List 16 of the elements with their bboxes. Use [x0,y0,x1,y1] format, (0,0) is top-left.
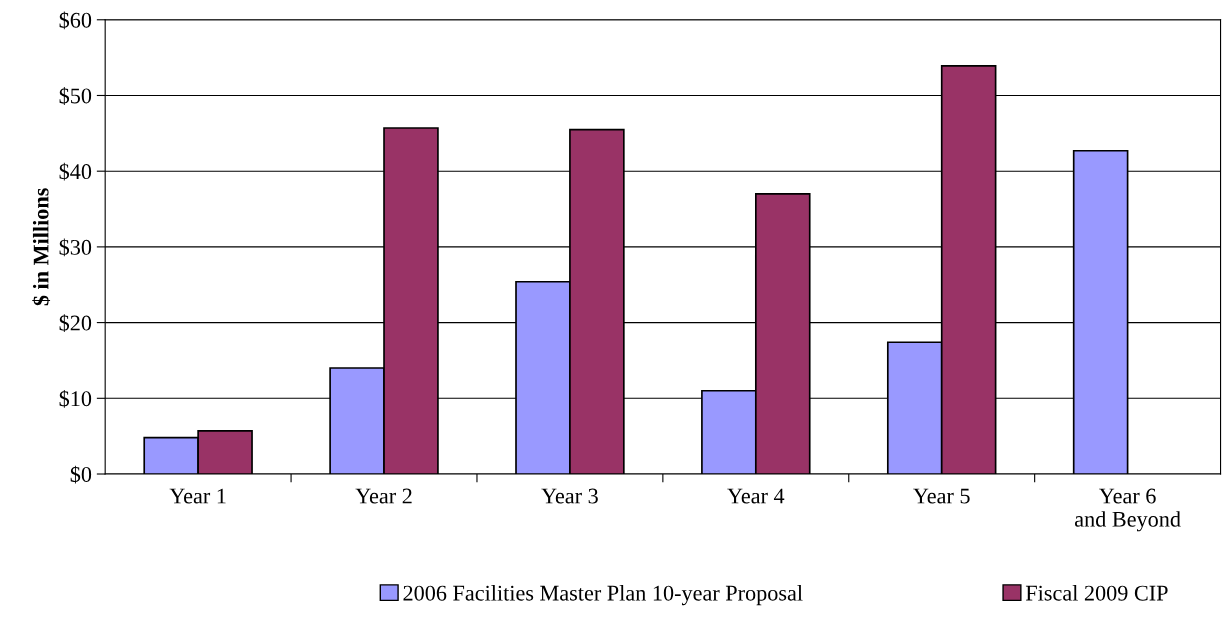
y-tick-label: $10 [59,389,92,408]
x-tick-label: Year 3 [541,488,598,504]
y-axis-title: $ in Millions [32,188,51,306]
y-tick-label: $40 [59,162,92,181]
legend-label: 2006 Facilities Master Plan 10-year Proposal [403,584,803,606]
y-tick-label: $60 [59,11,92,30]
x-tick-label: Year 5 [913,488,970,504]
x-tick-label: Year 6 and Beyond [1075,488,1181,532]
y-tick-label: $0 [70,465,92,484]
y-tick-label: $20 [59,314,92,332]
legend-label: Fiscal 2009 CIP [1025,584,1168,601]
x-tick-label: Year 2 [355,488,412,504]
y-tick-label: $30 [59,238,92,257]
x-tick-label: Year 1 [169,488,226,504]
y-tick-label: $50 [59,87,92,105]
x-tick-label: Year 4 [727,488,785,504]
